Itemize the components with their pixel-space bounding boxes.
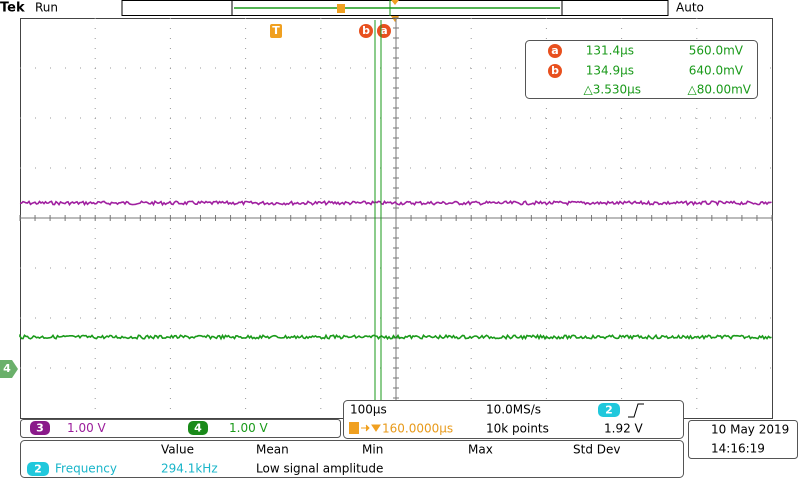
trigger-marker-label: T [272, 24, 280, 37]
sample-rate: 10.0MS/s [486, 403, 541, 417]
trigger-pos-arrow [361, 424, 381, 432]
date: 10 May 2019 [711, 423, 789, 437]
readout-delta-time: △3.530µs [584, 83, 641, 97]
trigger-pos-icon [349, 422, 359, 434]
readout-a-voltage: 560.0mV [689, 44, 744, 58]
ch3-scale: 1.00 V [67, 421, 107, 435]
measure-header: Mean [256, 443, 289, 457]
cursor-b-label: b [362, 24, 370, 37]
ch4-badge [188, 421, 208, 435]
measure-source-badge [27, 462, 49, 476]
trigger-mode: Auto [676, 1, 704, 15]
cursor-readout [525, 40, 758, 99]
time: 14:16:19 [711, 442, 765, 456]
horizontal-scale: 100µs [350, 403, 387, 417]
ch3-trace [19, 199, 772, 207]
record-length: 10k points [486, 422, 549, 436]
channel4-marker-label: 4 [3, 362, 11, 375]
record-marker [391, 0, 399, 5]
measure-header: Min [362, 443, 383, 457]
trigger-marker [270, 24, 282, 38]
trigger-source-badge [598, 403, 620, 417]
trigger-slope [628, 403, 644, 418]
cursor-a-label: a [380, 24, 387, 37]
measure-header: Value [161, 443, 194, 457]
trigger-level: 1.92 V [604, 422, 644, 436]
ch4-trace [19, 333, 772, 341]
readout-b-label: b [551, 64, 559, 77]
readout-a-time: 131.4µs [586, 44, 634, 58]
clock-box [688, 420, 798, 459]
measurement-box [20, 440, 684, 478]
ch3-number: 3 [36, 422, 44, 435]
run-state: Run [35, 1, 58, 15]
graticule [19, 17, 773, 419]
measure-header: Std Dev [573, 443, 620, 457]
measure-value: 294.1kHz [161, 462, 218, 476]
readout-a-label: a [551, 44, 558, 57]
measure-name: Frequency [55, 462, 117, 476]
trigger-position: 160.0000µs [382, 422, 453, 436]
measure-note: Low signal amplitude [256, 462, 383, 476]
readout-b-time: 134.9µs [586, 64, 634, 78]
measure-source: 2 [34, 463, 42, 476]
ch4-number: 4 [194, 422, 202, 435]
trigger-source: 2 [605, 404, 613, 417]
readout-b-voltage: 640.0mV [689, 64, 744, 78]
brand: Tek [0, 1, 25, 16]
channel-box [20, 419, 341, 438]
cursor-b-marker [359, 24, 373, 38]
record-trigger [337, 4, 345, 13]
ch3-badge [30, 421, 50, 435]
ch4-scale: 1.00 V [229, 421, 269, 435]
readout-delta-voltage: △80.00mV [688, 83, 752, 97]
measure-header: Max [468, 443, 493, 457]
readout-b-badge [548, 64, 562, 78]
readout-a-badge [548, 44, 562, 58]
channel4-marker [0, 360, 18, 378]
